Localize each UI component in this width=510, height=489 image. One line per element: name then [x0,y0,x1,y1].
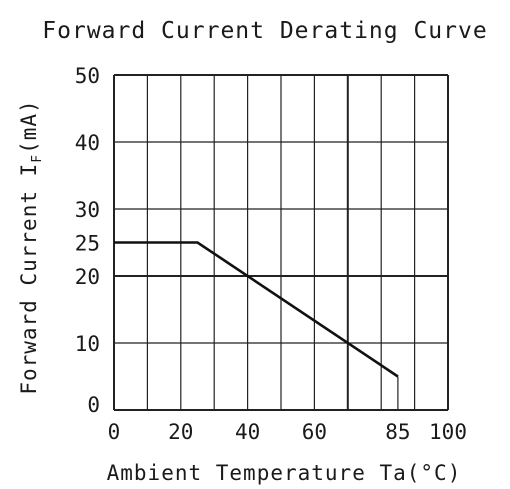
x-tick-label: 60 [302,420,327,444]
chart-title: Forward Current Derating Curve [42,18,487,44]
grid [113,74,449,411]
y-tick-label: 40 [75,131,100,155]
y-tick-label: 10 [75,332,100,356]
y-tick-label: 20 [75,265,100,289]
y-axis-title-unit: (mA) [17,99,41,154]
x-tick-labels: 0 20 40 60 85 100 [108,420,467,444]
y-tick-labels: 0 10 20 25 30 40 50 [75,64,100,417]
x-tick-label: 40 [235,420,260,444]
x-tick-label: 20 [168,420,193,444]
y-tick-label: 25 [75,232,100,256]
x-tick-label: 85 [385,420,410,444]
y-axis-title: Forward Current IF(mA) [17,99,45,394]
y-axis-title-main: Forward Current I [17,163,41,395]
y-tick-label: 30 [75,198,100,222]
series-line [114,241,399,378]
x-axis-title: Ambient Temperature Ta(°C) [107,461,462,485]
x-tick-label: 0 [108,420,121,444]
y-axis-title-subscript: F [30,154,45,163]
x-tick-label: 100 [429,420,467,444]
y-tick-label: 0 [87,393,100,417]
y-tick-label: 50 [75,64,100,88]
series-layer [114,241,399,410]
